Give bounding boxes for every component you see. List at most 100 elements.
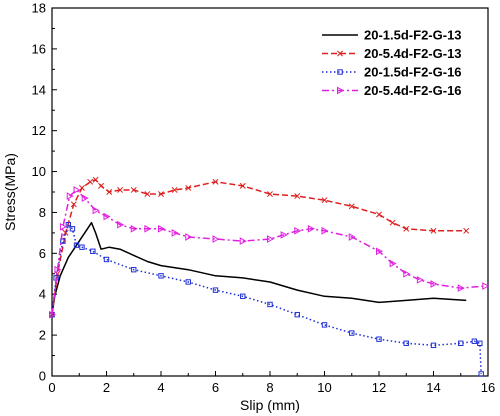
series-2-point-13 (240, 293, 246, 299)
series-2-point-8 (103, 256, 110, 263)
x-axis-label: Slip (mm) (240, 397, 300, 413)
series-1-point-9 (117, 187, 124, 193)
series-1-point-15 (212, 178, 219, 185)
series-1 (49, 176, 470, 318)
series-3-point-9 (130, 224, 138, 233)
legend-marker-2 (337, 69, 343, 75)
y-tick-label-1: 2 (39, 328, 46, 343)
series-2-point-7 (90, 248, 96, 254)
y-tick-label-4: 8 (39, 205, 46, 220)
series-3-point-6 (92, 206, 100, 215)
series-3-point-14 (212, 235, 220, 243)
series-1-point-18 (294, 193, 301, 200)
series-3-point-0 (49, 310, 57, 319)
series-2-point-24 (478, 371, 484, 377)
series-1-point-7 (98, 182, 105, 189)
legend-marker-1 (337, 50, 343, 57)
series-2-point-12 (212, 287, 219, 293)
series-2-point-15 (294, 311, 300, 318)
y-tick-label-6: 12 (32, 123, 46, 138)
series-1-point-3 (70, 201, 77, 208)
y-tick-label-9: 18 (32, 1, 46, 16)
series-3-point-10 (144, 224, 152, 233)
legend-label-2: 20-1.5d-F2-G-16 (364, 65, 462, 80)
series-1-point-13 (171, 187, 178, 193)
series-1-point-4 (79, 184, 85, 191)
series-1-point-21 (376, 211, 382, 218)
series-2-point-17 (349, 330, 355, 336)
series-2-point-6 (79, 244, 85, 250)
series-1-point-12 (158, 191, 164, 197)
series-3-point-8 (117, 220, 125, 229)
series-3-point-17 (280, 231, 288, 239)
series-3-point-12 (171, 229, 179, 237)
series-1-point-19 (321, 197, 328, 204)
x-tick-label-0: 0 (48, 380, 55, 395)
series-layer (49, 176, 490, 377)
series-1-point-2 (62, 229, 69, 236)
legend-label-3: 20-5.4d-F2-G-16 (364, 83, 462, 98)
series-3-point-24 (403, 269, 411, 278)
y-tick-label-3: 6 (39, 246, 46, 261)
x-tick-label-4: 8 (266, 380, 273, 395)
series-2-point-14 (267, 301, 273, 308)
series-3-point-7 (103, 212, 111, 221)
series-3-point-28 (482, 282, 490, 290)
series-2-point-2 (60, 238, 66, 244)
series-2-point-19 (403, 340, 409, 346)
x-tick-label-6: 12 (372, 380, 386, 395)
y-tick-label-2: 4 (39, 287, 46, 302)
series-3-point-21 (348, 233, 356, 241)
series-3-point-4 (73, 186, 81, 194)
series-2-point-10 (158, 273, 164, 279)
series-3-point-18 (294, 227, 302, 235)
x-tick-label-8: 16 (481, 380, 495, 395)
x-tick-label-7: 14 (426, 380, 440, 395)
series-1-point-24 (430, 227, 437, 234)
series-2-point-4 (69, 226, 76, 232)
series-line-1 (51, 178, 467, 315)
series-1-point-20 (348, 203, 355, 210)
series-1-point-17 (267, 191, 273, 197)
series-2-point-18 (376, 336, 382, 342)
series-line-2 (51, 223, 482, 375)
series-2-point-21 (458, 340, 464, 346)
series-2-point-20 (430, 342, 437, 349)
series-3-point-13 (185, 233, 193, 241)
series-2-point-11 (185, 279, 191, 285)
series-1-point-10 (130, 187, 137, 193)
series-3-point-16 (267, 235, 275, 243)
series-1-point-23 (403, 225, 410, 232)
series-3-point-27 (457, 284, 465, 292)
series-3-point-22 (376, 247, 384, 256)
series-1-point-5 (87, 178, 94, 185)
legend-label-0: 20-1.5d-F2-G-13 (364, 28, 462, 43)
series-1-point-6 (92, 176, 99, 183)
series-3-point-3 (66, 192, 74, 200)
series-3-point-19 (307, 224, 315, 233)
series-2-point-9 (131, 266, 137, 273)
x-tick-label-2: 4 (157, 380, 164, 395)
series-2-point-3 (65, 222, 72, 228)
legend-marker-3 (337, 86, 345, 95)
series-3-point-1 (54, 265, 62, 274)
series-1-point-22 (389, 219, 396, 226)
series-2 (49, 222, 484, 377)
series-2-point-5 (73, 242, 80, 248)
series-3-point-2 (59, 222, 67, 231)
axis-ticks: 0 2 4 6 8 10 12 14 16 0 2 4 6 8 10 12 14 16 18 (32, 1, 496, 396)
series-1-point-11 (144, 191, 151, 197)
series-1-point-14 (185, 184, 192, 191)
series-2-point-16 (321, 322, 328, 328)
series-2-point-22 (471, 338, 478, 344)
legend: 20-1.5d-F2-G-13 20-5.4d-F2-G-13 20-1.5d-F2… (322, 28, 462, 98)
series-0 (51, 221, 467, 315)
series-line-0 (51, 221, 467, 315)
series-1-point-25 (463, 227, 470, 234)
x-tick-label-5: 10 (317, 380, 331, 395)
series-3 (49, 186, 490, 319)
x-tick-label-1: 2 (103, 380, 110, 395)
x-tick-label-3: 6 (212, 380, 219, 395)
y-tick-label-5: 10 (32, 164, 46, 179)
